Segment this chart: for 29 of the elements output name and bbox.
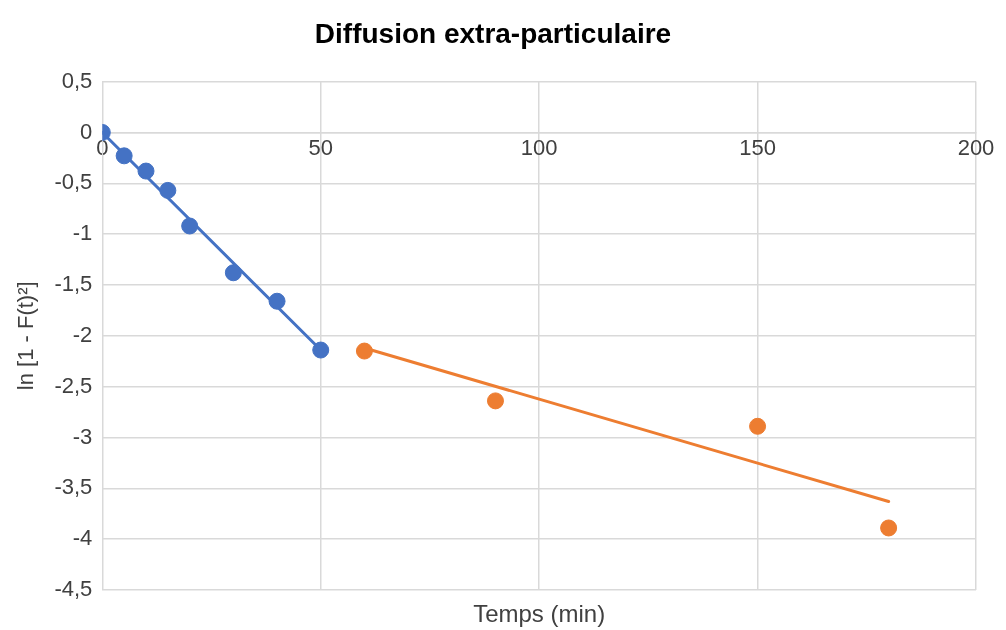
y-tick-label: -4: [72, 525, 93, 551]
y-tick-label: -0,5: [54, 169, 93, 195]
x-tick-label: 200: [957, 134, 995, 160]
point: [181, 217, 199, 235]
y-tick-label: -1: [72, 220, 93, 246]
y-tick-label: -3,5: [54, 474, 93, 500]
point: [355, 342, 373, 360]
point: [749, 417, 767, 435]
x-tick-label: 100: [520, 134, 558, 160]
x-tick-label: 150: [739, 134, 776, 160]
point: [268, 292, 286, 310]
point: [159, 181, 177, 199]
chart-title: Diffusion extra-particulaire: [314, 17, 672, 49]
y-tick-label: 0,5: [61, 67, 93, 93]
y-tick-label: 0: [80, 118, 93, 144]
x-axis-title: Temps (min): [473, 600, 606, 627]
point: [312, 341, 330, 359]
point: [880, 519, 898, 537]
y-axis-title: ln [1 - F(t)²]: [13, 281, 39, 391]
y-tick-label: -1,5: [54, 271, 93, 297]
y-tick-label: -4,5: [54, 576, 93, 602]
y-tick-label: -3: [72, 423, 93, 449]
point: [137, 162, 155, 180]
point: [224, 264, 242, 282]
y-tick-label: -2: [72, 321, 93, 347]
x-tick-label: 50: [308, 134, 333, 160]
point: [115, 147, 133, 165]
point: [486, 392, 504, 410]
y-tick-label: -2,5: [54, 372, 93, 398]
